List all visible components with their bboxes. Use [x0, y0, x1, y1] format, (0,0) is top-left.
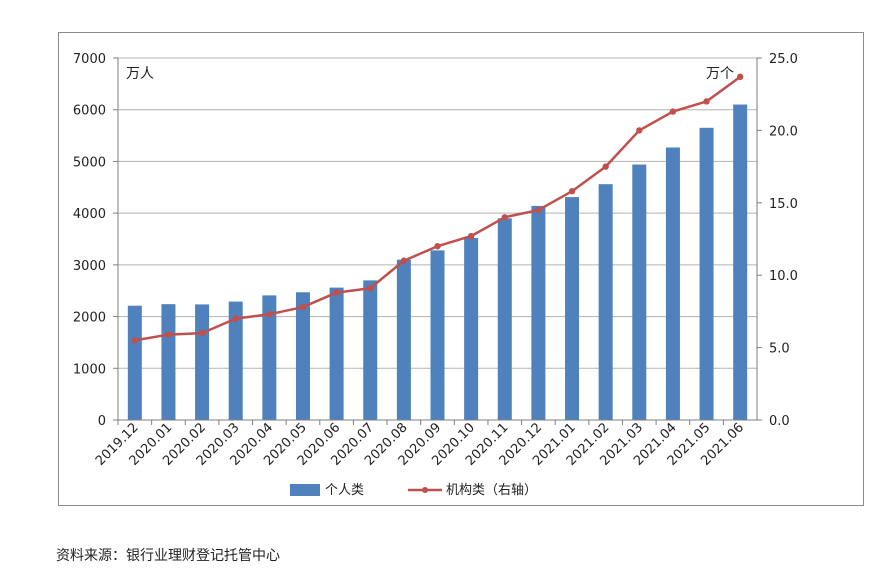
- bar: [329, 287, 344, 420]
- legend-label-institutional: 机构类（右轴）: [446, 483, 537, 498]
- left-tick-label: 0: [98, 414, 106, 429]
- bar: [396, 259, 411, 420]
- bar: [598, 184, 613, 420]
- line-point: [602, 163, 609, 170]
- line-series: [131, 73, 744, 344]
- gridlines: [118, 57, 757, 369]
- line-point: [367, 285, 374, 292]
- left-tick-label: 6000: [73, 104, 106, 119]
- right-tick-label: 25.0: [769, 52, 798, 67]
- bar: [295, 292, 310, 420]
- left-tick-label: 2000: [73, 311, 106, 326]
- left-tick-label: 7000: [73, 52, 106, 67]
- line-point: [165, 331, 172, 338]
- left-tick-label: 4000: [73, 207, 106, 222]
- line-point: [501, 214, 508, 221]
- right-tick-label: 15.0: [769, 197, 798, 212]
- bar: [497, 218, 512, 420]
- line-point: [434, 243, 441, 250]
- bar: [228, 301, 243, 420]
- bar: [632, 164, 647, 420]
- right-tick-label: 5.0: [769, 342, 790, 357]
- line-point: [669, 108, 677, 115]
- line-point: [636, 127, 643, 134]
- line-point: [198, 329, 206, 337]
- bar: [733, 104, 748, 421]
- line-point: [131, 337, 139, 344]
- bar: [665, 147, 680, 421]
- bar-series: [127, 104, 748, 421]
- line-point: [333, 289, 340, 296]
- right-tick-label: 20.0: [769, 124, 798, 139]
- line-point: [299, 303, 307, 311]
- right-tick-label: 10.0: [769, 269, 798, 284]
- left-tick-label: 5000: [73, 155, 106, 170]
- legend: 个人类 机构类（右轴）: [290, 483, 537, 498]
- bar: [531, 205, 546, 420]
- line-point: [467, 232, 475, 240]
- left-tick-label: 1000: [73, 362, 106, 377]
- line-point: [266, 311, 273, 318]
- legend-label-individual: 个人类: [325, 483, 364, 498]
- line-point: [535, 206, 542, 214]
- chart-frame: [58, 32, 864, 506]
- bar: [262, 295, 277, 420]
- right-axis-unit: 万个: [706, 66, 734, 82]
- bar: [464, 237, 479, 420]
- line-point: [568, 188, 576, 195]
- line-point: [703, 98, 710, 105]
- bar: [161, 304, 176, 420]
- line-point: [232, 315, 239, 322]
- line-point: [736, 73, 744, 81]
- bar: [127, 305, 142, 420]
- line-point: [400, 257, 408, 264]
- right-tick-label: 0.0: [769, 414, 790, 429]
- bar: [363, 280, 378, 420]
- left-axis-unit: 万人: [126, 66, 154, 82]
- bar: [699, 127, 714, 421]
- legend-line-marker: [422, 487, 428, 493]
- left-tick-label: 3000: [73, 259, 106, 274]
- bar: [565, 197, 580, 420]
- bar: [195, 304, 210, 420]
- source-note: 资料来源：银行业理财登记托管中心: [56, 548, 280, 564]
- legend-bar-swatch: [290, 484, 320, 496]
- bar: [430, 250, 445, 420]
